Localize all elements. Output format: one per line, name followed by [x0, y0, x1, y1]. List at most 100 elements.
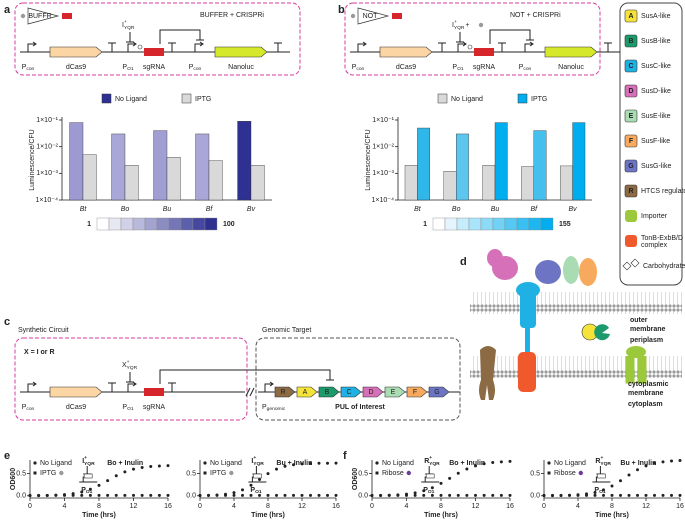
legend-box — [619, 2, 683, 286]
bar — [111, 133, 126, 201]
colorbar-cell — [480, 217, 494, 231]
legend-swatch — [624, 159, 638, 173]
point — [644, 493, 648, 497]
circuit-box — [14, 2, 301, 76]
bar — [443, 171, 457, 201]
inner-membrane — [470, 356, 682, 378]
regulator: X+ YQR — [122, 360, 138, 371]
point — [292, 493, 295, 497]
colorbar-cell — [156, 217, 170, 231]
point — [292, 463, 295, 467]
repression — [126, 372, 134, 383]
colorbar-cell — [540, 217, 554, 231]
legend-label: Ribose — [382, 470, 404, 477]
point — [610, 484, 614, 488]
gene-label: C — [346, 389, 351, 396]
point — [448, 476, 452, 480]
annotation: Bu + Inulin — [620, 460, 656, 467]
x-tick-label: 12 — [298, 503, 306, 510]
point — [132, 467, 135, 471]
gene — [49, 46, 103, 58]
y-tick-label: 0.0 — [530, 493, 540, 500]
promoter-label: PO1 — [81, 487, 92, 495]
extra: + — [465, 22, 469, 29]
part-label: Nanoluc — [228, 64, 254, 71]
point — [422, 489, 426, 493]
main: P — [22, 404, 27, 411]
point — [309, 493, 312, 497]
point — [80, 493, 84, 497]
point — [644, 464, 648, 468]
x-tick-label: Bt — [80, 206, 88, 213]
y-tick-label: 0.5 — [16, 470, 26, 477]
part-label: Pcon — [22, 404, 35, 412]
point — [474, 464, 477, 468]
promoter — [127, 381, 137, 392]
promoter — [27, 41, 37, 52]
legend-key: C — [628, 63, 633, 70]
legend-label: No Ligand — [40, 460, 72, 467]
point — [334, 493, 338, 497]
sub: con — [193, 67, 201, 72]
point — [661, 460, 665, 464]
circuit-box — [14, 337, 248, 421]
part-label: Nanoluc — [558, 64, 584, 71]
point — [241, 493, 244, 497]
x-axis-label: Time (hrs) — [424, 512, 458, 519]
point — [379, 493, 383, 497]
point — [266, 472, 270, 476]
x-tick-label: Bt — [414, 206, 422, 213]
point — [482, 462, 486, 466]
point — [474, 493, 477, 497]
repression — [489, 29, 534, 44]
x-axis-label: Time (hrs) — [82, 512, 116, 519]
point — [413, 491, 417, 495]
point — [317, 493, 321, 497]
point — [326, 493, 329, 497]
membrane-label: membrane — [628, 390, 664, 397]
colorbar-max: 100 — [223, 221, 235, 228]
y-tick-label: 1×10⁻⁴ — [372, 197, 394, 204]
point — [114, 474, 118, 478]
legend-key: A — [628, 13, 633, 20]
x-tick-label: Bf — [206, 206, 214, 213]
main: P — [519, 64, 524, 71]
legend-swatch — [624, 9, 638, 23]
legend-swatch — [624, 134, 638, 148]
legend-label: SusD-like — [641, 88, 671, 95]
point — [593, 493, 597, 497]
colorbar-max: 155 — [559, 221, 571, 228]
colorbar-cell — [96, 217, 110, 231]
point — [653, 461, 656, 465]
panel-label: e — [4, 450, 10, 462]
promoter — [127, 41, 137, 52]
section-title: Synthetic Circuit — [18, 327, 69, 334]
point — [670, 493, 673, 497]
bar — [559, 165, 573, 201]
sub: O1 — [599, 489, 606, 495]
main: I — [251, 458, 253, 465]
legend-icon — [622, 258, 640, 271]
bar — [533, 130, 547, 201]
point — [456, 493, 460, 497]
terminator — [604, 42, 612, 52]
sgrna — [144, 48, 164, 56]
point — [396, 493, 400, 497]
inducer-label: R+ YQR — [424, 456, 440, 467]
y-tick-label: 0.5 — [530, 470, 540, 477]
annotation: Bo + Inulin — [107, 460, 143, 467]
colorbar-cell — [516, 217, 530, 231]
colorbar-cell — [444, 217, 458, 231]
point — [593, 490, 597, 494]
sub: O1 — [127, 66, 134, 72]
gene — [384, 386, 406, 398]
gene — [274, 386, 296, 398]
legend-key: D — [628, 88, 633, 95]
point — [140, 493, 144, 497]
point — [465, 493, 469, 497]
y-tick-label: 1×10⁻⁴ — [36, 197, 58, 204]
main: P — [189, 64, 194, 71]
point — [198, 494, 202, 498]
sub: con — [26, 67, 34, 72]
legend-swatch — [624, 34, 638, 48]
